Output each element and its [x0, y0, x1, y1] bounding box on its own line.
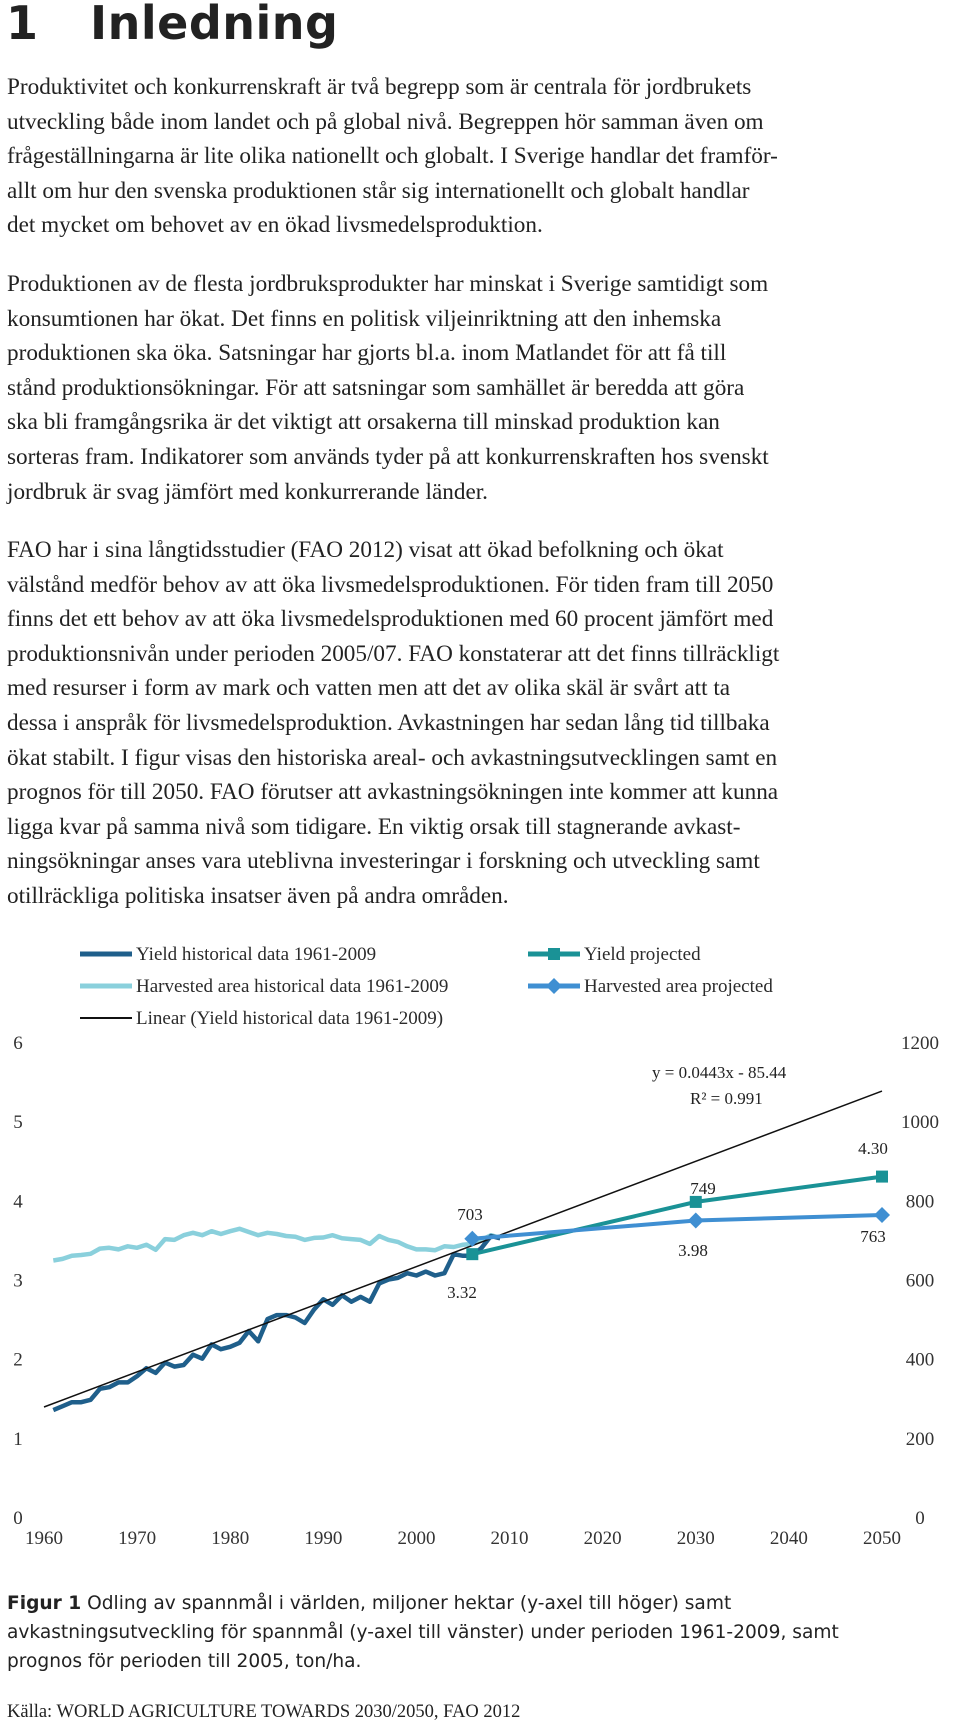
- paragraph-3: FAO har i sina långtidsstudier (FAO 2012…: [7, 533, 959, 914]
- y-left-tick-label: 6: [13, 1033, 23, 1054]
- paragraph-2: Produktionen av de flesta jordbruksprodu…: [7, 267, 959, 509]
- caption-text: prognos för perioden till 2005, ton/ha.: [7, 1651, 362, 1672]
- y-left-tick-label: 2: [13, 1350, 23, 1371]
- section-title: Inledning: [90, 0, 339, 50]
- caption-label: Figur 1: [7, 1593, 82, 1614]
- chart-legend: Yield historical data 1961-2009 Yield pro…: [80, 944, 773, 1029]
- legend-label: Yield historical data 1961-2009: [136, 944, 376, 965]
- data-label: 3.32: [447, 1283, 477, 1302]
- x-tick-label: 2010: [491, 1528, 529, 1549]
- figure-caption: Figur 1 Odling av spannmål i världen, mi…: [7, 1589, 957, 1676]
- text-line: välstånd medför behov av att öka livsmed…: [7, 571, 774, 598]
- section-number: 1: [6, 0, 39, 50]
- y-right-tick-label: 400: [906, 1350, 935, 1371]
- y-right-tick-label: 0: [915, 1508, 925, 1529]
- text-line: ökat stabilt. I figur visas den historis…: [7, 744, 778, 771]
- text-line: det mycket om behovet av en ökad livsmed…: [7, 212, 543, 239]
- text-line: ligga kvar på samma nivå som tidigare. E…: [7, 813, 741, 840]
- text-line: Produktionen av de flesta jordbruksprodu…: [7, 271, 769, 297]
- legend-label: Yield projected: [584, 944, 701, 965]
- text-line: utveckling både inom landet och på globa…: [7, 108, 764, 135]
- y-left-tick-label: 0: [13, 1508, 23, 1529]
- text-line: sorteras fram. Indikatorer som används t…: [7, 443, 769, 470]
- data-label: 3.98: [678, 1241, 708, 1260]
- legend-marker: [546, 978, 562, 994]
- series-harvested-area-projected: [472, 1213, 883, 1241]
- harvested-area-projected-point: [687, 1212, 704, 1229]
- paragraph-1: Produktivitet och konkurrenskraft är två…: [7, 70, 959, 243]
- x-tick-label: 1970: [118, 1528, 156, 1549]
- x-tick-label: 2050: [863, 1528, 901, 1549]
- y-left-tick-label: 5: [13, 1112, 23, 1133]
- y-right-tick-label: 1000: [901, 1112, 939, 1133]
- trendline-equation: y = 0.0443x - 85.44: [652, 1063, 787, 1082]
- x-tick-label: 1980: [211, 1528, 249, 1549]
- series-linear-trend: [43, 1090, 883, 1408]
- text-line: Produktivitet och konkurrenskraft är två…: [7, 74, 752, 100]
- text-line: produktionsnivån under perioden 2005/07.…: [7, 640, 780, 667]
- x-tick-label: 1960: [25, 1528, 63, 1549]
- data-label: 763: [860, 1227, 886, 1246]
- text-line: med resurser i form av mark och vatten m…: [7, 675, 731, 702]
- y-left-tick-label: 4: [13, 1191, 23, 1212]
- text-line: frågeställningarna är lite olika natione…: [7, 143, 778, 170]
- y-left-tick-label: 3: [13, 1271, 23, 1292]
- text-line: allt om hur den svenska produktionen stå…: [7, 177, 750, 204]
- chart-plot-area: [43, 1090, 890, 1413]
- data-label: 749: [690, 1179, 716, 1198]
- legend-marker: [548, 948, 560, 960]
- harvested-area-projected-point: [874, 1206, 890, 1223]
- legend-label: Linear (Yield historical data 1961-2009): [136, 1008, 443, 1029]
- x-tick-label: 2020: [584, 1528, 622, 1549]
- yield-area-chart: Yield historical data 1961-2009 Yield pro…: [13, 944, 939, 1549]
- text-line: ningsökningar anses vara uteblivna inves…: [7, 848, 760, 875]
- y-left-tick-label: 1: [13, 1429, 23, 1450]
- y-right-tick-label: 800: [906, 1191, 935, 1212]
- text-line: otillräckliga politiska insatser även på…: [7, 882, 509, 909]
- chart-axes: 0 1 2 3 4 5 6 0 200 400 600 800 1000 1200 1960 1970 1980…: [13, 1033, 939, 1549]
- caption-text: avkastningsutveckling för spannmål (y-ax…: [7, 1622, 839, 1643]
- harvested-area-projected-point: [464, 1230, 481, 1247]
- x-tick-label: 2000: [397, 1528, 435, 1549]
- x-tick-label: 1990: [304, 1528, 342, 1549]
- text-line: dessa i anspråk för livsmedelsproduktion…: [7, 709, 770, 736]
- text-line: ska bli framgångsrika är det viktigt att…: [7, 409, 720, 436]
- chart-annotations: y = 0.0443x - 85.44 R² = 0.991 703 3.32 749 3…: [447, 1063, 888, 1302]
- legend-label: Harvested area projected: [584, 976, 773, 997]
- text-line: jordbruk är svag jämfört med konkurreran…: [7, 478, 488, 505]
- text-line: stånd produktionsökningar. För att satsn…: [7, 374, 745, 401]
- y-right-tick-label: 200: [906, 1429, 935, 1450]
- text-line: FAO har i sina långtidsstudier (FAO 2012…: [7, 537, 724, 563]
- series-harvested-area-historical: [52, 1226, 501, 1263]
- section-heading: 1 Inledning: [6, 0, 338, 50]
- x-tick-label: 2030: [677, 1528, 715, 1549]
- data-label: 4.30: [858, 1139, 888, 1158]
- text-line: konsumtionen har ökat. Det finns en poli…: [7, 305, 722, 332]
- text-line: produktionen ska öka. Satsningar har gjo…: [7, 340, 727, 367]
- yield-projected-point: [689, 1195, 702, 1208]
- y-right-tick-label: 1200: [901, 1033, 939, 1054]
- source-note: Källa: WORLD AGRICULTURE TOWARDS 2030/20…: [7, 1702, 521, 1722]
- text-line: finns det ett behov av att öka livsmedel…: [7, 606, 774, 633]
- yield-projected-point: [466, 1248, 479, 1261]
- legend-label: Harvested area historical data 1961-2009: [136, 976, 448, 997]
- y-right-tick-label: 600: [906, 1271, 935, 1292]
- yield-projected-point: [876, 1170, 888, 1183]
- text-line: prognos för till 2050. FAO förutser att …: [7, 779, 779, 806]
- series-yield-historical: [52, 1233, 501, 1413]
- trendline-r-squared: R² = 0.991: [690, 1089, 763, 1108]
- x-tick-label: 2040: [770, 1528, 808, 1549]
- caption-text: Odling av spannmål i världen, miljoner h…: [81, 1593, 732, 1614]
- data-label: 703: [457, 1205, 483, 1224]
